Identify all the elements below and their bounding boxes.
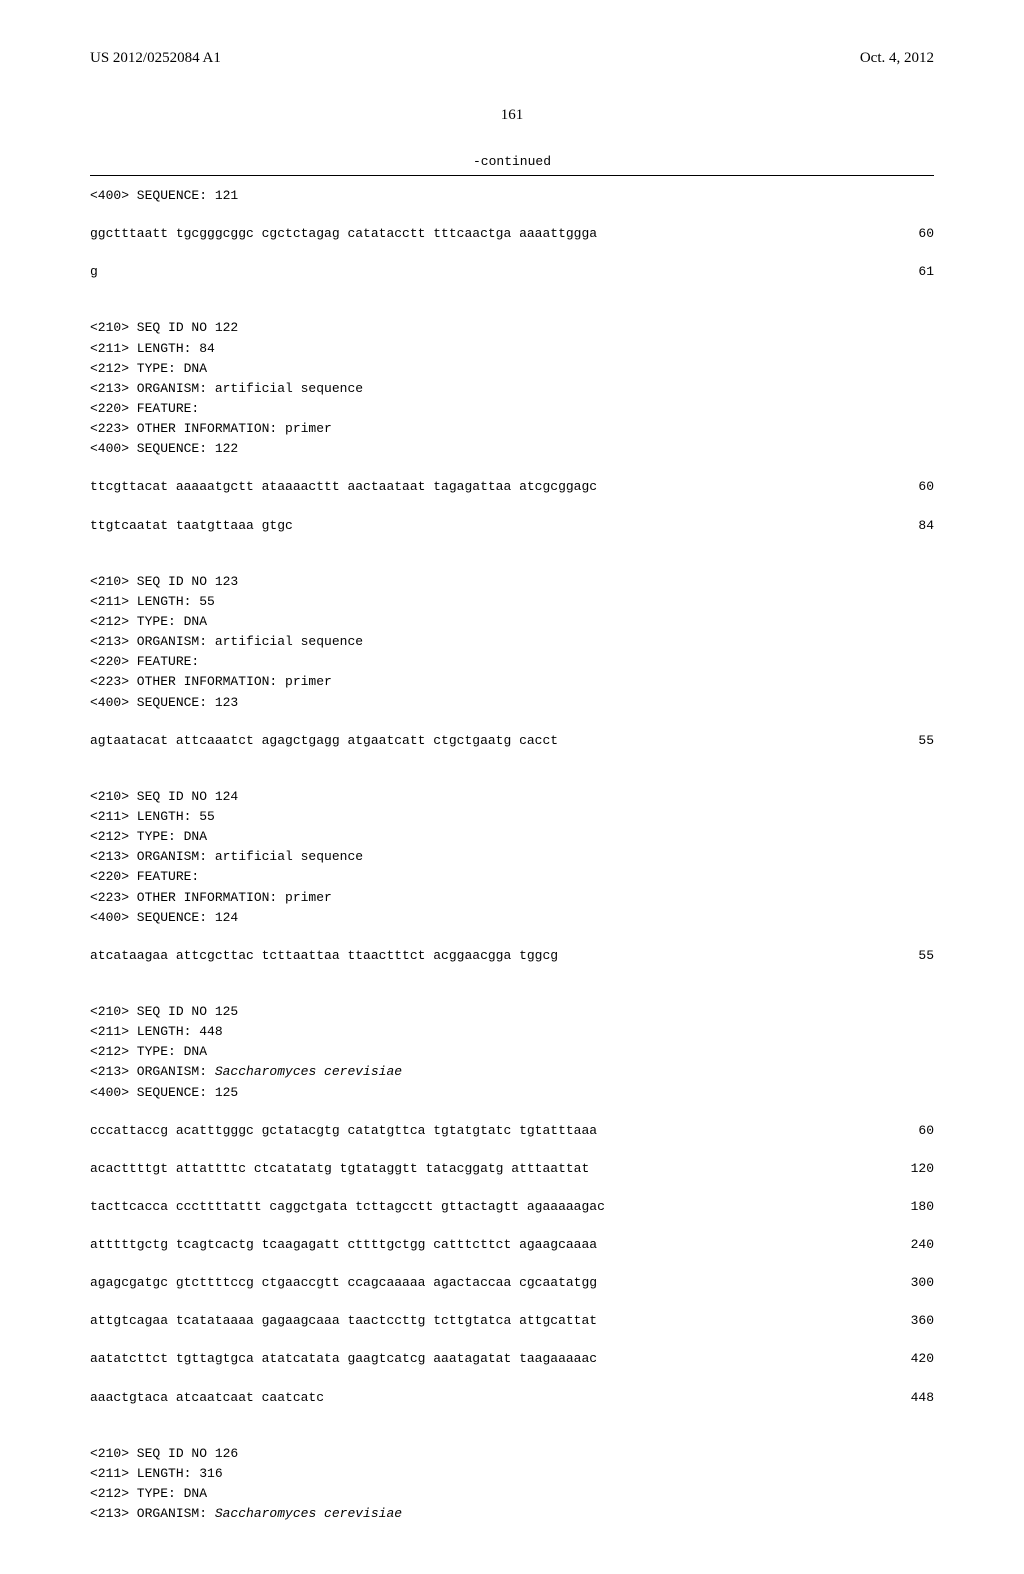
meta-line: <210> SEQ ID NO 123 <box>90 572 934 592</box>
meta-line: <210> SEQ ID NO 126 <box>90 1444 934 1464</box>
block-gap <box>90 713 934 731</box>
block-gap <box>90 1255 934 1273</box>
block-gap <box>90 1103 934 1121</box>
meta-line: <212> TYPE: DNA <box>90 1484 934 1504</box>
block-gap <box>90 1408 934 1426</box>
publication-date: Oct. 4, 2012 <box>860 50 934 67</box>
sequence-line: attgtcagaa tcatataaaa gagaagcaaa taactcc… <box>90 1311 934 1331</box>
block-gap <box>90 984 934 1002</box>
meta-line: <211> LENGTH: 448 <box>90 1022 934 1042</box>
meta-line: <211> LENGTH: 316 <box>90 1464 934 1484</box>
block-gap <box>90 1331 934 1349</box>
sequence-line: aatatcttct tgttagtgca atatcatata gaagtca… <box>90 1349 934 1369</box>
block-gap <box>90 459 934 477</box>
block-gap <box>90 769 934 787</box>
sequence-line: g61 <box>90 262 934 282</box>
meta-line: <400> SEQUENCE: 123 <box>90 693 934 713</box>
meta-line: <213> ORGANISM: artificial sequence <box>90 847 934 867</box>
block-gap <box>90 1179 934 1197</box>
horizontal-rule <box>90 175 934 176</box>
meta-line: <213> ORGANISM: Saccharomyces cerevisiae <box>90 1062 934 1082</box>
sequence-line: atcataagaa attcgcttac tcttaattaa ttaactt… <box>90 946 934 966</box>
block-gap <box>90 282 934 300</box>
publication-number: US 2012/0252084 A1 <box>90 50 221 67</box>
sequence-line: ttgtcaatat taatgttaaa gtgc84 <box>90 516 934 536</box>
meta-line: <223> OTHER INFORMATION: primer <box>90 888 934 908</box>
meta-line: <223> OTHER INFORMATION: primer <box>90 672 934 692</box>
meta-line: <210> SEQ ID NO 122 <box>90 318 934 338</box>
block-gap <box>90 554 934 572</box>
sequence-line: tacttcacca cccttttattt caggctgata tcttag… <box>90 1197 934 1217</box>
block-gap <box>90 206 934 224</box>
meta-line: <211> LENGTH: 55 <box>90 592 934 612</box>
block-gap <box>90 244 934 262</box>
meta-line: <211> LENGTH: 55 <box>90 807 934 827</box>
meta-line: <400> SEQUENCE: 124 <box>90 908 934 928</box>
meta-line: <213> ORGANISM: artificial sequence <box>90 632 934 652</box>
meta-line: <212> TYPE: DNA <box>90 359 934 379</box>
sequence-line: cccattaccg acatttgggc gctatacgtg catatgt… <box>90 1121 934 1141</box>
page-header: US 2012/0252084 A1 Oct. 4, 2012 <box>90 50 934 67</box>
sequence-line: ggctttaatt tgcgggcggc cgctctagag catatac… <box>90 224 934 244</box>
block-gap <box>90 1293 934 1311</box>
meta-line: <213> ORGANISM: artificial sequence <box>90 379 934 399</box>
block-gap <box>90 498 934 516</box>
page-number: 161 <box>90 107 934 124</box>
meta-line: <220> FEATURE: <box>90 652 934 672</box>
block-gap <box>90 751 934 769</box>
meta-line: <400> SEQUENCE: 125 <box>90 1083 934 1103</box>
meta-line: <220> FEATURE: <box>90 867 934 887</box>
meta-line: <212> TYPE: DNA <box>90 1042 934 1062</box>
meta-line: <212> TYPE: DNA <box>90 827 934 847</box>
block-gap <box>90 1426 934 1444</box>
sequence-listing: <400> SEQUENCE: 121 ggctttaatt tgcgggcggc… <box>90 186 934 1524</box>
meta-line: <213> ORGANISM: Saccharomyces cerevisiae <box>90 1504 934 1524</box>
block-gap <box>90 928 934 946</box>
sequence-line: ttcgttacat aaaaatgctt ataaaacttt aactaat… <box>90 477 934 497</box>
meta-line: <400> SEQUENCE: 122 <box>90 439 934 459</box>
meta-line: <220> FEATURE: <box>90 399 934 419</box>
meta-line: <400> SEQUENCE: 121 <box>90 186 934 206</box>
block-gap <box>90 536 934 554</box>
meta-line: <210> SEQ ID NO 124 <box>90 787 934 807</box>
block-gap <box>90 1370 934 1388</box>
block-gap <box>90 300 934 318</box>
sequence-line: acacttttgt attattttc ctcatatatg tgtatagg… <box>90 1159 934 1179</box>
meta-line: <212> TYPE: DNA <box>90 612 934 632</box>
sequence-line: agagcgatgc gtcttttccg ctgaaccgtt ccagcaa… <box>90 1273 934 1293</box>
sequence-line: agtaatacat attcaaatct agagctgagg atgaatc… <box>90 731 934 751</box>
sequence-line: aaactgtaca atcaatcaat caatcatc448 <box>90 1388 934 1408</box>
block-gap <box>90 966 934 984</box>
meta-line: <223> OTHER INFORMATION: primer <box>90 419 934 439</box>
continued-label: -continued <box>90 154 934 169</box>
block-gap <box>90 1217 934 1235</box>
sequence-line: atttttgctg tcagtcactg tcaagagatt cttttgc… <box>90 1235 934 1255</box>
meta-line: <211> LENGTH: 84 <box>90 339 934 359</box>
meta-line: <210> SEQ ID NO 125 <box>90 1002 934 1022</box>
block-gap <box>90 1141 934 1159</box>
